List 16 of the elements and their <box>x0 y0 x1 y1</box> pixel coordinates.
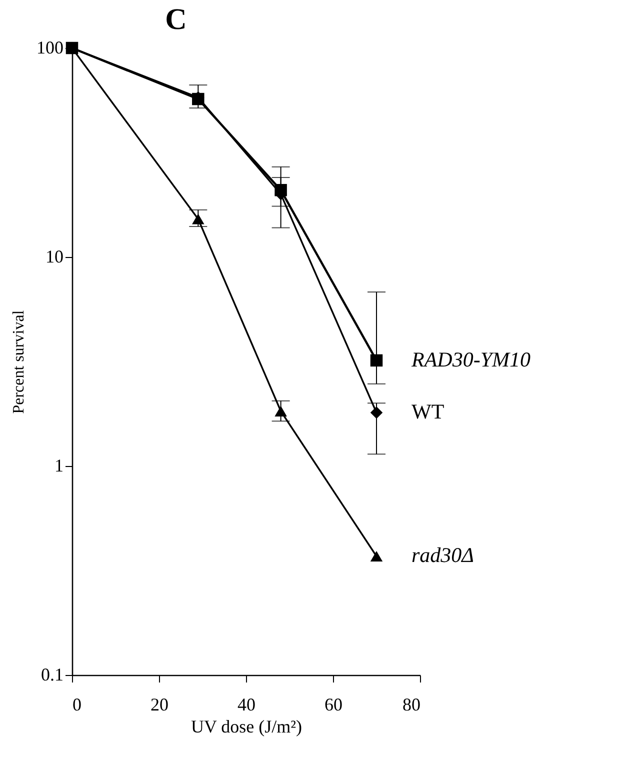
series-label: WT <box>412 400 444 424</box>
y-tick-label: 100 <box>36 38 64 58</box>
x-tick-label: 80 <box>402 694 420 714</box>
series-label: RAD30-YM10 <box>410 347 531 372</box>
chart-title: C <box>165 3 187 36</box>
x-tick-label: 60 <box>324 694 342 714</box>
series-label: rad30Δ <box>412 543 474 568</box>
y-tick-label: 0.1 <box>41 664 64 684</box>
x-tick-label: 0 <box>72 694 82 714</box>
point <box>370 550 383 562</box>
x-tick-label: 20 <box>150 694 168 714</box>
x-tick-label: 40 <box>238 694 256 714</box>
y-tick-label: 1 <box>54 456 64 476</box>
y-axis-title: Percent survival <box>10 310 28 414</box>
x-axis-title: UV dose (J/m²) <box>190 716 302 736</box>
y-tick-label: 10 <box>46 246 64 266</box>
